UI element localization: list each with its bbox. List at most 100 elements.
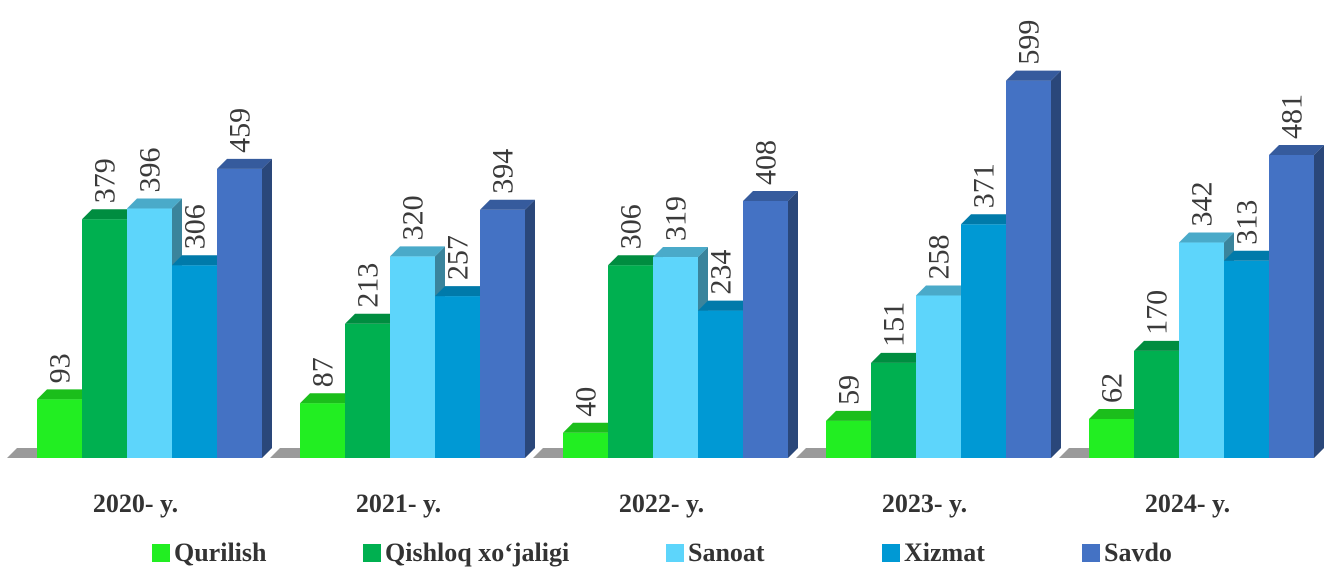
bar (1269, 144, 1324, 458)
bar-side (1314, 144, 1324, 458)
legend-item-sanoat: Sanoat (666, 538, 765, 568)
bar-front (480, 209, 525, 458)
legend: Qurilish Qishloq xo‘jaligi Sanoat Xizmat… (0, 538, 1325, 574)
legend-label: Qurilish (174, 538, 267, 567)
data-label: 213 (352, 263, 385, 308)
bar-front (82, 219, 127, 458)
bar-front (435, 296, 480, 458)
bar-top (300, 393, 355, 404)
data-label: 40 (570, 387, 603, 417)
bar-top (1134, 340, 1189, 351)
bar-top (172, 255, 227, 266)
bar-side (788, 190, 798, 458)
legend-item-xizmat: Xizmat (882, 538, 985, 568)
bar (217, 158, 272, 458)
bar-top (480, 199, 535, 210)
chart-bars (37, 70, 1324, 458)
bar-top (1269, 144, 1324, 155)
bar-front (653, 257, 698, 458)
bar-front (1269, 154, 1314, 458)
bar-top (1224, 250, 1279, 261)
bar-top (1179, 232, 1234, 243)
bar-front (1006, 80, 1051, 458)
data-label: 394 (487, 149, 520, 194)
bar-top (961, 214, 1016, 225)
chart-value-labels: 93 379 396 306 459 87 213 320 257 394 40 306 319 234 4… (44, 20, 1309, 417)
bar-top (435, 286, 490, 297)
bar-front (1089, 418, 1134, 458)
bar-top (127, 198, 182, 209)
chart-category-labels: 2020- y. 2021- y. 2022- y. 2023- y. 2024- y. (93, 489, 1230, 518)
data-label: 481 (1276, 94, 1309, 139)
data-label: 459 (224, 108, 257, 153)
category-label: 2023- y. (882, 489, 967, 518)
data-label: 313 (1231, 200, 1264, 245)
data-label: 599 (1013, 20, 1046, 65)
bar-top (390, 246, 445, 257)
data-label: 59 (833, 375, 866, 405)
bar-side (262, 158, 272, 458)
legend-item-savdo: Savdo (1082, 538, 1172, 568)
bar-top (345, 313, 400, 324)
category-label: 2022- y. (619, 489, 704, 518)
legend-swatch (1082, 544, 1100, 562)
legend-item-qurilish: Qurilish (152, 538, 266, 568)
data-label: 396 (134, 148, 167, 193)
bar-top (826, 410, 881, 421)
bar (480, 199, 535, 458)
legend-item-qishloq: Qishloq xo‘jaligi (363, 538, 569, 568)
bar (1089, 408, 1144, 458)
bar-front (1134, 350, 1179, 458)
bar-front (1179, 242, 1224, 458)
bar-front (345, 323, 390, 458)
bar-front (698, 310, 743, 458)
bar-front (916, 295, 961, 458)
legend-swatch (152, 544, 170, 562)
data-label: 258 (923, 234, 956, 279)
category-label: 2021- y. (356, 489, 441, 518)
bar-front (390, 256, 435, 458)
data-label: 319 (660, 196, 693, 241)
bar-side (525, 199, 535, 458)
bar-front (217, 168, 262, 458)
bar (1006, 70, 1061, 458)
legend-swatch (882, 544, 900, 562)
data-label: 342 (1186, 182, 1219, 227)
data-label: 306 (179, 204, 212, 249)
bar-front (1224, 260, 1269, 458)
data-label: 62 (1096, 373, 1129, 403)
legend-swatch (363, 544, 381, 562)
bar-front (300, 403, 345, 458)
data-label: 408 (750, 140, 783, 185)
bar-front (608, 265, 653, 458)
bar-top (871, 352, 926, 363)
bar-front (826, 420, 871, 458)
data-label: 170 (1141, 290, 1174, 335)
category-label: 2024- y. (1145, 489, 1230, 518)
bar-front (37, 399, 82, 458)
category-label: 2020- y. (93, 489, 178, 518)
data-label: 151 (878, 302, 911, 347)
bar-top (82, 209, 137, 220)
bar-top (743, 190, 798, 201)
bar-top (1089, 408, 1144, 419)
bar-top (37, 389, 92, 400)
bar-front (563, 432, 608, 458)
legend-swatch (666, 544, 684, 562)
data-label: 234 (705, 250, 738, 295)
legend-label: Savdo (1104, 538, 1172, 567)
bar-front (961, 224, 1006, 458)
data-label: 371 (968, 163, 1001, 208)
bar-top (563, 422, 618, 433)
bar-front (871, 362, 916, 458)
legend-label: Qishloq xo‘jaligi (385, 538, 570, 567)
bar-top (916, 285, 971, 296)
bar-top (698, 300, 753, 311)
legend-label: Sanoat (688, 538, 765, 567)
data-label: 379 (89, 158, 122, 203)
legend-label: Xizmat (904, 538, 985, 567)
bar (743, 190, 798, 458)
data-label: 257 (442, 235, 475, 280)
bar-top (608, 255, 663, 266)
